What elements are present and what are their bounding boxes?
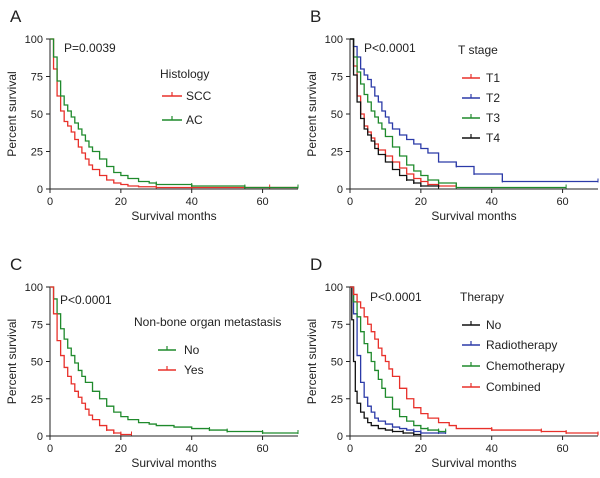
y-axis-label: Percent survival bbox=[5, 71, 19, 156]
p-value-annotation: P<0.0001 bbox=[370, 290, 422, 304]
x-tick-label: 0 bbox=[47, 443, 53, 455]
y-tick-label: 0 bbox=[337, 184, 343, 196]
legend-entry: SCC bbox=[186, 89, 212, 103]
y-axis-label: Percent survival bbox=[5, 319, 19, 404]
y-tick-label: 75 bbox=[331, 319, 343, 331]
y-tick-label: 100 bbox=[25, 34, 43, 46]
legend-entry: T3 bbox=[486, 111, 500, 125]
legend-title: Histology bbox=[160, 67, 209, 81]
panel-label: D bbox=[310, 255, 322, 274]
x-axis-label: Survival months bbox=[131, 456, 216, 470]
legend-title: Therapy bbox=[460, 290, 504, 304]
p-value-annotation: P<0.0001 bbox=[60, 293, 112, 307]
legend-entry: No bbox=[486, 318, 502, 332]
x-axis-label: Survival months bbox=[431, 209, 516, 223]
y-tick-label: 100 bbox=[325, 282, 343, 294]
legend-entry: T1 bbox=[486, 71, 500, 85]
legend-entry: T4 bbox=[486, 131, 500, 145]
panel-label: A bbox=[10, 7, 22, 26]
x-tick-label: 60 bbox=[556, 443, 568, 455]
x-tick-label: 60 bbox=[556, 196, 568, 208]
y-tick-label: 0 bbox=[37, 184, 43, 196]
x-tick-label: 60 bbox=[256, 196, 268, 208]
legend-entry: Chemotherapy bbox=[486, 359, 565, 373]
series-line-t4 bbox=[350, 38, 440, 188]
x-tick-label: 20 bbox=[115, 443, 127, 455]
legend-entry: Yes bbox=[184, 363, 204, 377]
panel-label: B bbox=[310, 7, 321, 26]
legend-entry: Radiotherapy bbox=[486, 338, 557, 352]
x-tick-label: 0 bbox=[347, 443, 353, 455]
y-tick-label: 0 bbox=[337, 431, 343, 443]
x-tick-label: 40 bbox=[486, 443, 498, 455]
series-line-t2 bbox=[350, 38, 598, 183]
series-line-t3 bbox=[350, 38, 567, 189]
series-line-ac bbox=[50, 38, 298, 189]
legend-title: T stage bbox=[458, 43, 498, 57]
y-tick-label: 75 bbox=[331, 72, 343, 84]
series-line-scc bbox=[50, 38, 298, 189]
y-tick-label: 50 bbox=[31, 109, 43, 121]
y-tick-label: 100 bbox=[25, 282, 43, 294]
y-tick-label: 75 bbox=[31, 72, 43, 84]
x-tick-label: 0 bbox=[47, 196, 53, 208]
y-tick-label: 50 bbox=[331, 109, 343, 121]
y-tick-label: 100 bbox=[325, 34, 343, 46]
y-tick-label: 75 bbox=[31, 319, 43, 331]
chart-panel-d: D 0 25 50 75 100 0 20 40 60 Survival months Percent… bbox=[305, 255, 599, 470]
x-tick-label: 40 bbox=[486, 196, 498, 208]
panel-label: C bbox=[10, 255, 22, 274]
legend-entry: No bbox=[184, 343, 200, 357]
x-axis-label: Survival months bbox=[431, 456, 516, 470]
legend-entry: AC bbox=[186, 113, 203, 127]
y-tick-label: 0 bbox=[37, 431, 43, 443]
y-tick-label: 50 bbox=[31, 357, 43, 369]
legend-entry: Combined bbox=[486, 380, 541, 394]
x-tick-label: 40 bbox=[186, 196, 198, 208]
x-axis-label: Survival months bbox=[131, 209, 216, 223]
y-axis-label: Percent survival bbox=[305, 319, 319, 404]
p-value-annotation: P=0.0039 bbox=[64, 41, 116, 55]
x-tick-label: 20 bbox=[115, 196, 127, 208]
y-tick-label: 25 bbox=[331, 147, 343, 159]
legend-entry: T2 bbox=[486, 91, 500, 105]
chart-panel-a: A 0 25 50 75 100 0 20 40 60 Survival months Percent… bbox=[5, 7, 299, 223]
x-tick-label: 60 bbox=[256, 443, 268, 455]
chart-panel-b: B 0 25 50 75 100 0 20 40 60 Survival months Percent… bbox=[305, 7, 599, 223]
series-line-combined bbox=[350, 286, 599, 435]
y-tick-label: 25 bbox=[31, 147, 43, 159]
series-line-no bbox=[350, 286, 421, 436]
y-tick-label: 25 bbox=[331, 394, 343, 406]
x-tick-label: 0 bbox=[347, 196, 353, 208]
y-axis-label: Percent survival bbox=[305, 71, 319, 156]
x-tick-label: 20 bbox=[415, 443, 427, 455]
p-value-annotation: P<0.0001 bbox=[364, 41, 416, 55]
series-line-t1 bbox=[350, 38, 457, 187]
legend-title: Non-bone organ metastasis bbox=[134, 315, 281, 329]
x-tick-label: 20 bbox=[415, 196, 427, 208]
y-tick-label: 25 bbox=[31, 394, 43, 406]
x-tick-label: 40 bbox=[186, 443, 198, 455]
y-tick-label: 50 bbox=[331, 357, 343, 369]
series-line-no bbox=[50, 286, 298, 434]
chart-panel-c: C 0 25 50 75 100 0 20 40 60 Survival months Percent… bbox=[5, 255, 299, 470]
